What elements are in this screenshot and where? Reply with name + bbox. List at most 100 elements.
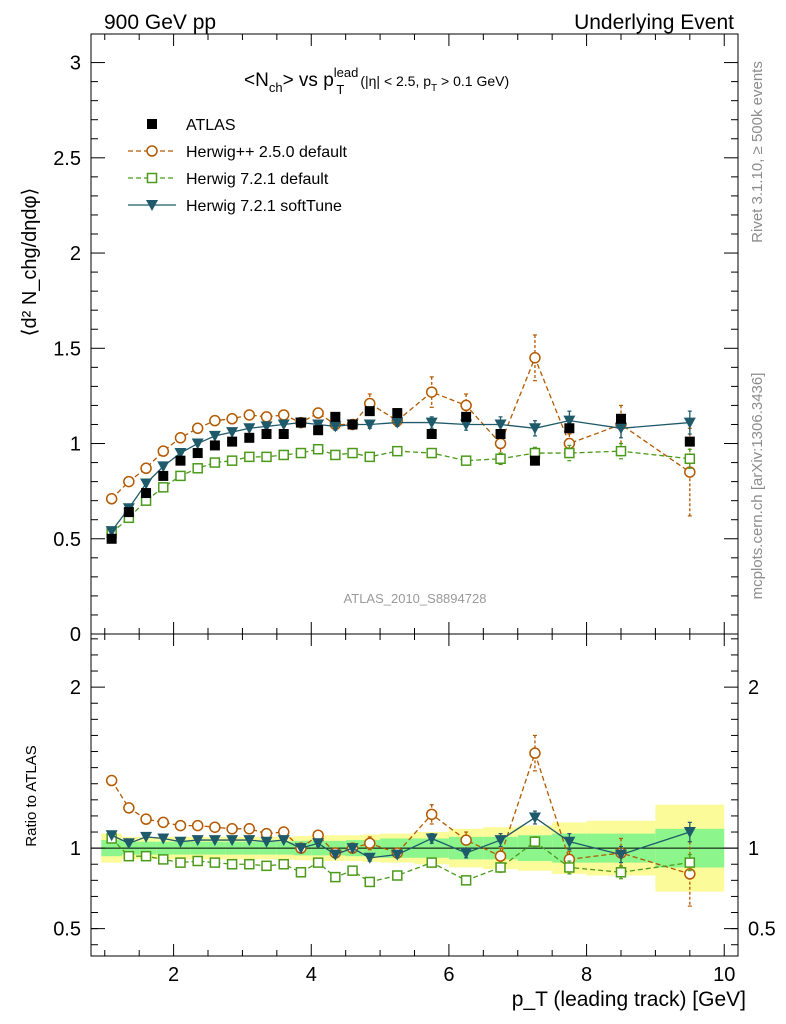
ratio-point-herwig-7-2-1-default xyxy=(312,857,324,868)
ratio-point-herwig-7-2-1-default xyxy=(364,876,376,888)
data-point-atlas xyxy=(141,488,152,499)
x-tick-label: 6 xyxy=(443,964,454,986)
ratio-point-herwig-7-2-1-default xyxy=(278,858,289,870)
data-point-atlas xyxy=(295,417,306,428)
data-point-atlas xyxy=(227,436,238,447)
data-point-atlas xyxy=(684,436,695,447)
data-point-herwig-7-2-1-softtune xyxy=(683,417,696,429)
data-point-herwig-2-5-0-default xyxy=(123,475,135,488)
data-point-herwig-7-2-1-default xyxy=(615,445,627,457)
ratio-point-herwig-2-5-0-default xyxy=(174,819,187,832)
data-point-atlas xyxy=(192,448,203,459)
ratio-y-tick-label-right: 0.5 xyxy=(748,919,776,941)
ratio-point-herwig-7-2-1-default xyxy=(529,836,541,847)
data-point-herwig-7-2-1-softtune xyxy=(460,419,473,431)
y-tick-label: 3 xyxy=(70,53,81,75)
ratio-point-herwig-2-5-0-default xyxy=(364,837,376,850)
data-marks xyxy=(105,334,696,907)
legend-label-herwig-2-5-0-default: Herwig++ 2.5.0 default xyxy=(186,144,348,161)
ratio-point-herwig-7-2-1-softtune xyxy=(363,852,376,864)
y-tick-label: 2.5 xyxy=(53,148,81,170)
rivet-version-label: Rivet 3.1.10, ≥ 500k events xyxy=(749,61,766,243)
data-point-herwig-7-2-1-softtune xyxy=(260,421,273,433)
ratio-point-herwig-7-2-1-softtune xyxy=(174,836,187,848)
ratio-point-herwig-2-5-0-default xyxy=(494,850,507,862)
data-point-atlas xyxy=(615,413,626,424)
ratio-point-herwig-7-2-1-default xyxy=(347,865,358,876)
axis-ticks: 2 4 6 8 10 0 0.5 1 1.5 2 2.5 3 0.5 0.5 1 1 2 2 xyxy=(53,34,776,986)
ratio-point-herwig-7-2-1-softtune xyxy=(140,831,153,843)
ratio-point-herwig-7-2-1-default xyxy=(615,867,627,878)
ratio-point-herwig-7-2-1-default xyxy=(175,857,186,868)
header-left-label: 900 GeV pp xyxy=(104,11,216,34)
data-point-herwig-7-2-1-softtune xyxy=(312,419,325,431)
ratio-point-herwig-7-2-1-default xyxy=(460,875,472,886)
data-point-herwig-7-2-1-softtune xyxy=(329,421,342,433)
data-point-herwig-7-2-1-default xyxy=(295,447,307,459)
data-point-atlas xyxy=(461,411,472,422)
ratio-point-herwig-7-2-1-default xyxy=(564,862,575,873)
ratio-point-herwig-7-2-1-default xyxy=(158,854,169,865)
data-point-herwig-7-2-1-default xyxy=(426,447,437,459)
data-point-atlas xyxy=(364,406,375,417)
data-point-atlas xyxy=(426,429,437,439)
legend-label-herwig-7-2-1-default: Herwig 7.2.1 default xyxy=(186,171,329,188)
ratio-point-herwig-2-5-0-default xyxy=(157,816,170,829)
data-point-atlas xyxy=(392,408,403,419)
data-point-atlas xyxy=(175,455,186,466)
ratio-point-herwig-7-2-1-softtune xyxy=(208,835,221,847)
ratio-point-herwig-2-5-0-default xyxy=(209,821,221,833)
data-point-atlas xyxy=(209,440,220,451)
data-point-herwig-7-2-1-default xyxy=(460,455,472,466)
ratio-y-tick-label: 0.5 xyxy=(53,919,81,941)
legend: ATLAS Herwig++ 2.5.0 default Herwig 7.2.1 … xyxy=(128,117,348,215)
data-point-herwig-7-2-1-default xyxy=(330,449,341,461)
ratio-point-herwig-7-2-1-softtune xyxy=(425,833,438,845)
data-point-herwig-2-5-0-default xyxy=(140,462,152,475)
ratio-point-herwig-7-2-1-default xyxy=(192,855,203,867)
ratio-y-tick-label: 1 xyxy=(70,838,81,860)
data-point-atlas xyxy=(313,425,324,436)
ratio-point-herwig-7-2-1-softtune xyxy=(243,835,256,847)
ratio-point-herwig-7-2-1-default xyxy=(495,862,506,873)
data-point-herwig-7-2-1-softtune xyxy=(208,430,221,442)
legend-marker-herwig-7-2-1-default xyxy=(146,172,158,184)
ratio-point-herwig-7-2-1-softtune xyxy=(277,835,290,847)
data-point-atlas xyxy=(244,432,255,443)
data-point-herwig-2-5-0-default xyxy=(494,437,507,450)
ratio-point-herwig-7-2-1-softtune xyxy=(105,830,118,842)
ratio-point-herwig-7-2-1-default xyxy=(226,858,238,870)
data-point-herwig-2-5-0-default xyxy=(226,413,238,425)
x-tick-label: 4 xyxy=(306,964,317,986)
ratio-point-herwig-7-2-1-softtune xyxy=(391,849,404,861)
data-point-herwig-2-5-0-default xyxy=(460,399,472,412)
data-point-herwig-2-5-0-default xyxy=(277,409,290,421)
data-point-herwig-7-2-1-softtune xyxy=(391,417,404,429)
data-point-herwig-7-2-1-default xyxy=(392,445,403,457)
data-point-herwig-7-2-1-default xyxy=(347,447,358,459)
ratio-point-herwig-7-2-1-default xyxy=(392,870,403,881)
ratio-point-herwig-7-2-1-default xyxy=(261,860,272,872)
ratio-point-herwig-7-2-1-softtune xyxy=(563,836,576,848)
x-tick-label: 8 xyxy=(581,964,592,986)
ratio-point-herwig-2-5-0-default xyxy=(425,808,438,821)
y-tick-label: 1 xyxy=(70,434,81,456)
data-point-herwig-7-2-1-default xyxy=(278,449,289,461)
ratio-point-herwig-7-2-1-softtune xyxy=(346,843,359,855)
data-point-herwig-7-2-1-default xyxy=(684,453,696,465)
ratio-point-herwig-2-5-0-default xyxy=(140,813,152,825)
data-point-herwig-7-2-1-softtune xyxy=(528,423,541,435)
ratio-point-herwig-7-2-1-default xyxy=(244,858,255,870)
ratio-point-herwig-7-2-1-softtune xyxy=(528,812,541,824)
x-axis-label: p_T (leading track) [GeV] xyxy=(512,988,746,1011)
data-point-herwig-7-2-1-default xyxy=(495,453,506,465)
ratio-point-herwig-7-2-1-default xyxy=(295,867,307,878)
data-point-herwig-7-2-1-softtune xyxy=(277,419,290,431)
data-point-herwig-7-2-1-softtune xyxy=(494,419,507,431)
ratio-point-herwig-7-2-1-softtune xyxy=(294,843,307,855)
ratio-point-herwig-2-5-0-default xyxy=(684,868,696,880)
data-point-herwig-7-2-1-default xyxy=(158,482,169,493)
ratio-y-tick-label-right: 1 xyxy=(748,838,759,860)
data-point-atlas xyxy=(529,455,540,466)
data-point-herwig-7-2-1-default xyxy=(244,451,255,463)
